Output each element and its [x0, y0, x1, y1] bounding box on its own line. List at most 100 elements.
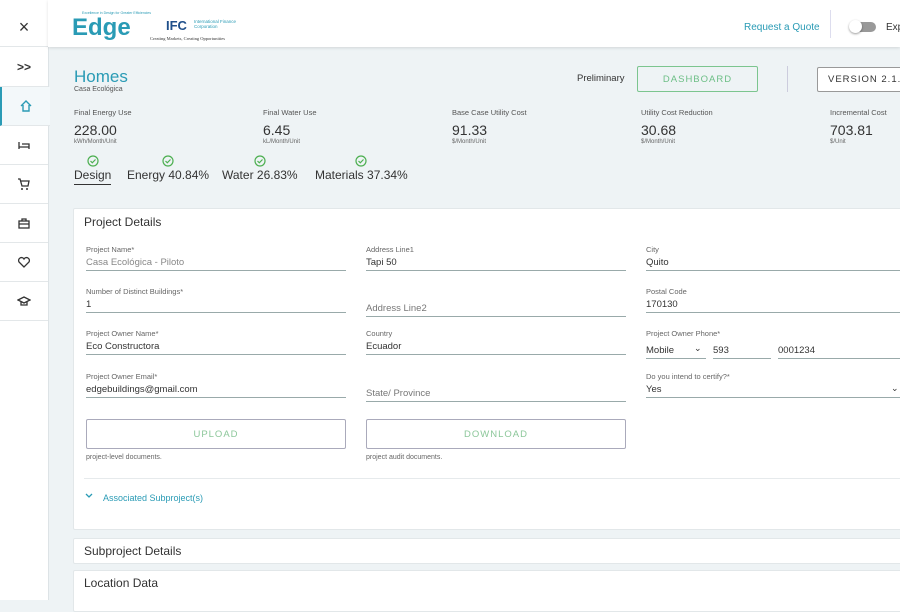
field-label: City — [646, 245, 659, 254]
field-value[interactable]: Yes — [646, 384, 662, 395]
section-card: Subproject Details — [73, 538, 900, 564]
phone-part[interactable]: Mobile — [646, 345, 674, 356]
expand-button[interactable]: >> — [0, 48, 48, 87]
field-value[interactable]: Casa Ecológica - Piloto — [86, 257, 185, 268]
request-quote-link[interactable]: Request a Quote — [744, 22, 820, 33]
underline — [646, 312, 900, 313]
icon — [18, 142, 30, 149]
check-icon — [87, 155, 99, 167]
field-label: Project Owner Name* — [86, 329, 159, 338]
education-icon[interactable] — [0, 282, 48, 321]
home-icon[interactable] — [0, 87, 50, 126]
underline — [646, 358, 706, 359]
field-value[interactable]: Tapi 50 — [366, 257, 397, 268]
tab[interactable]: Energy 40.84% — [127, 168, 210, 182]
upload-button[interactable]: UPLOAD — [86, 419, 346, 449]
chevron: ⌄ — [694, 343, 702, 353]
ifc-logo: IFC — [166, 18, 187, 33]
project-details-card: Project Details UPLOAD project-level doc… — [73, 208, 900, 530]
underline — [646, 397, 900, 398]
metric-label: Final Energy Use — [74, 108, 132, 117]
field-value[interactable]: 170130 — [646, 299, 678, 310]
underline — [713, 358, 771, 359]
cart-icon[interactable] — [0, 165, 48, 204]
field-placeholder[interactable]: State/ Province — [366, 388, 431, 399]
health-icon[interactable] — [0, 243, 48, 282]
project-title: Homes — [74, 67, 128, 86]
ifc-tagline: Creating Markets, Creating Opportunities — [150, 36, 225, 41]
field-label: Project Owner Email* — [86, 372, 158, 381]
icon — [17, 296, 31, 306]
toggle[interactable] — [849, 20, 876, 33]
status: Preliminary — [577, 73, 625, 84]
divider — [84, 478, 900, 479]
field-label: Do you intend to certify?* — [646, 372, 730, 381]
top-bar: Edge Excellence in Design for Greater Ef… — [48, 0, 900, 47]
underline — [778, 358, 900, 359]
field-label: Project Name* — [86, 245, 135, 254]
underline — [86, 354, 346, 355]
metric-value: 703.81 — [830, 122, 873, 138]
divider — [787, 66, 788, 92]
associated-link[interactable]: Associated Subproject(s) — [103, 493, 204, 503]
logo-tagline: Excellence in Design for Greater Efficie… — [82, 11, 151, 15]
underline — [366, 270, 626, 271]
section-title: Project Details — [84, 215, 162, 229]
underline — [646, 270, 900, 271]
project-subtitle: Casa Ecológica — [74, 86, 123, 93]
metric-value: 30.68 — [641, 122, 677, 138]
edge-logo: Edge — [72, 14, 131, 41]
icon — [20, 100, 32, 112]
underline — [86, 270, 346, 271]
tab[interactable]: Materials 37.34% — [315, 168, 408, 182]
version-button[interactable]: VERSION 2.1.5 — [817, 67, 900, 92]
check-icon — [162, 155, 174, 167]
metric-unit: $/Unit — [830, 139, 846, 145]
chevron — [85, 493, 93, 498]
dashboard-button[interactable]: DASHBOARD — [637, 66, 758, 92]
underline — [86, 312, 346, 313]
ifc-name: International Finance Corporation — [194, 19, 237, 29]
field-value[interactable]: Quito — [646, 257, 669, 268]
phone-part[interactable]: 593 — [713, 345, 729, 356]
tab-underline — [74, 184, 112, 185]
field-placeholder[interactable]: Address Line2 — [366, 303, 427, 314]
bed-icon[interactable] — [0, 126, 48, 165]
divider — [830, 10, 831, 38]
field-label: Address Line1 — [366, 245, 414, 254]
toolbox-icon[interactable] — [0, 204, 48, 243]
metric-value: 6.45 — [263, 122, 291, 138]
field-value[interactable]: Ecuador — [366, 341, 402, 352]
tab[interactable]: Design — [74, 168, 112, 182]
metric-unit: $/Month/Unit — [452, 139, 487, 145]
phone-part[interactable]: 0001234 — [778, 345, 815, 356]
section-title[interactable]: Location Data — [84, 576, 159, 590]
field-value[interactable]: Eco Constructora — [86, 341, 160, 352]
underline — [366, 316, 626, 317]
download-button[interactable]: DOWNLOAD — [366, 419, 626, 449]
close-button[interactable]: × — [0, 8, 48, 47]
metric-value: 228.00 — [74, 122, 117, 138]
tab[interactable]: Water 26.83% — [222, 168, 298, 182]
check-icon — [355, 155, 367, 167]
field-value[interactable]: edgebuildings@gmail.com — [86, 384, 198, 395]
icon — [17, 256, 31, 268]
upload-note: project-level documents. — [86, 454, 162, 461]
chevron: ⌄ — [891, 383, 899, 393]
section-card: Location Data — [73, 570, 900, 612]
check-icon — [254, 155, 266, 167]
metric-label: Incremental Cost — [830, 108, 887, 117]
metric-label: Base Case Utility Cost — [452, 108, 527, 117]
underline — [86, 397, 346, 398]
metric-unit: kL/Month/Unit — [263, 139, 301, 145]
field-label: Postal Code — [646, 287, 687, 296]
icon — [18, 178, 30, 190]
metric-label: Final Water Use — [263, 108, 317, 117]
field-label: Country — [366, 329, 393, 338]
underline — [366, 401, 626, 402]
field-value[interactable]: 1 — [86, 299, 92, 310]
metric-unit: kWh/Month/Unit — [74, 139, 117, 145]
metric-value: 91.33 — [452, 122, 488, 138]
section-title[interactable]: Subproject Details — [84, 544, 182, 558]
